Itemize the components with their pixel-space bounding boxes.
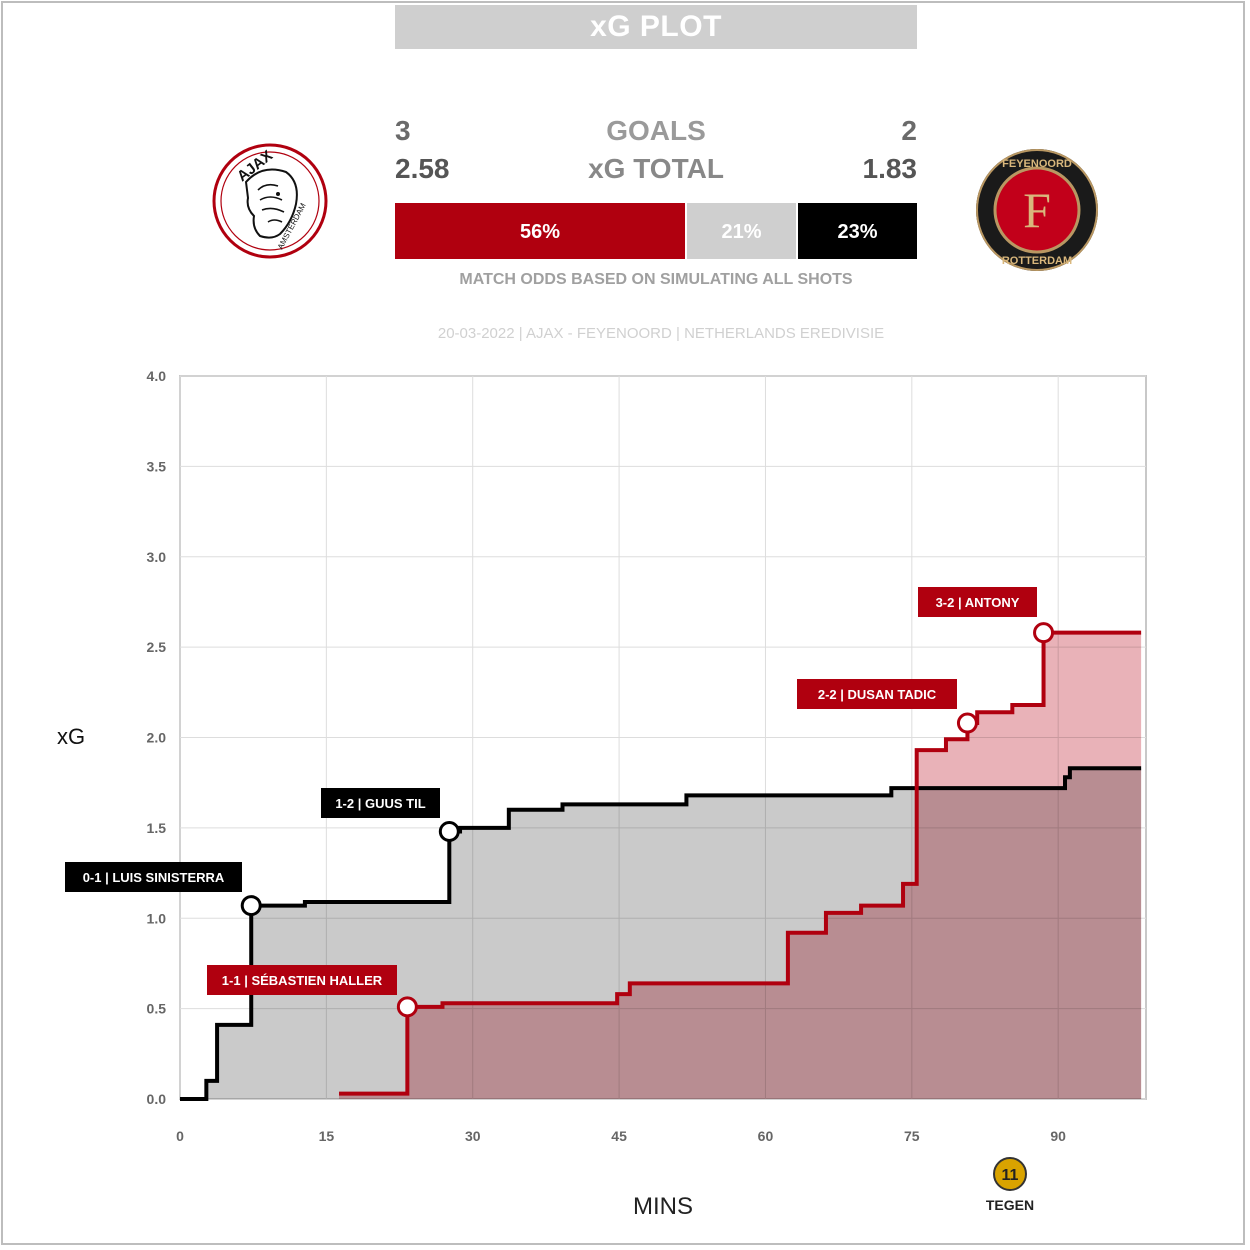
home-win-odds: 56% xyxy=(395,203,685,259)
y-tick-label: 2.5 xyxy=(147,639,167,655)
y-tick-label: 4.0 xyxy=(147,368,167,384)
goal-annotation-box xyxy=(918,587,1037,617)
feyenoord-logo-top-text: FEYENOORD xyxy=(1002,158,1072,170)
brand-mark: 11 xyxy=(1002,1167,1019,1184)
home-xg-total: 2.58 xyxy=(395,153,450,184)
goal-annotation-box xyxy=(797,679,957,709)
goal-annotation-label: 1-2 | GUUS TIL xyxy=(335,796,425,811)
goal-annotation-box xyxy=(207,965,397,995)
goal-marker xyxy=(438,820,460,842)
y-tick-label: 1.0 xyxy=(147,910,167,926)
goal-annotation-label: 0-1 | LUIS SINISTERRA xyxy=(83,870,225,885)
feyenoord-logo-letter: F xyxy=(1023,182,1051,238)
y-tick-label: 3.0 xyxy=(147,549,167,565)
x-tick-label: 60 xyxy=(758,1128,774,1144)
goal-annotation-box xyxy=(321,788,440,818)
y-tick-label: 2.0 xyxy=(147,730,167,746)
away-goals: 2 xyxy=(901,115,917,146)
brand-name: TEGEN xyxy=(986,1197,1034,1213)
x-tick-label: 0 xyxy=(176,1128,184,1144)
goal-annotation-box xyxy=(65,862,242,892)
goal-annotation-label: 1-1 | SÉBASTIEN HALLER xyxy=(222,973,383,988)
draw-odds: 21% xyxy=(687,203,796,259)
xg-total-label: xG TOTAL xyxy=(588,153,724,184)
y-tick-label: 3.5 xyxy=(147,458,167,474)
goal-marker xyxy=(396,996,418,1018)
goal-marker xyxy=(1033,622,1055,644)
odds-caption: MATCH ODDS BASED ON SIMULATING ALL SHOTS xyxy=(459,271,853,288)
series-area-ajax xyxy=(339,632,1142,1099)
away-win-odds: 23% xyxy=(798,203,917,259)
x-tick-label: 30 xyxy=(465,1128,481,1144)
goal-marker xyxy=(240,895,262,917)
y-tick-label: 1.5 xyxy=(147,820,167,836)
series-line-feyenoord xyxy=(180,766,1142,1101)
x-tick-label: 15 xyxy=(319,1128,335,1144)
x-axis-label: MINS xyxy=(633,1193,693,1220)
brand-logo: 11 TEGEN xyxy=(986,1157,1034,1213)
feyenoord-logo-bottom-text: ROTTERDAM xyxy=(1002,255,1072,267)
ajax-logo: AJAX AMSTERDAM xyxy=(212,143,328,259)
x-tick-label: 90 xyxy=(1050,1128,1066,1144)
match-info: 20-03-2022 | AJAX - FEYENOORD | NETHERLA… xyxy=(437,325,885,342)
y-tick-label: 0.5 xyxy=(147,1001,167,1017)
y-axis-label: xG xyxy=(57,724,86,749)
series-line-ajax xyxy=(339,630,1142,1096)
x-tick-label: 75 xyxy=(904,1128,920,1144)
goals-label: GOALS xyxy=(606,115,706,146)
away-xg-total: 1.83 xyxy=(862,153,918,184)
goal-annotation-label: 2-2 | DUSAN TADIC xyxy=(818,687,937,702)
feyenoord-logo: F FEYENOORD ROTTERDAM xyxy=(976,149,1098,271)
home-goals: 3 xyxy=(395,115,411,146)
plot-title: xG PLOT xyxy=(395,5,917,49)
y-tick-label: 0.0 xyxy=(147,1091,167,1107)
x-tick-label: 45 xyxy=(611,1128,627,1144)
goal-annotation-label: 3-2 | ANTONY xyxy=(936,595,1020,610)
goal-marker xyxy=(956,712,978,734)
